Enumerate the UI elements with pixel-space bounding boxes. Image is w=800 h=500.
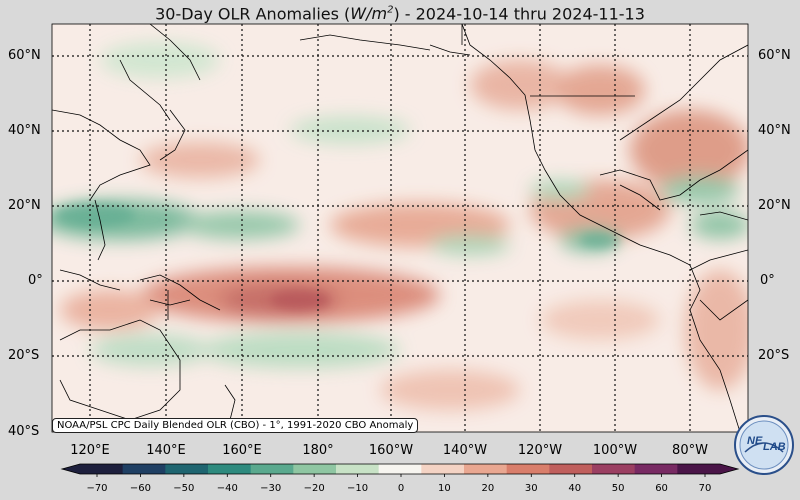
lat-label-20n-left: 20°N bbox=[8, 198, 41, 213]
colorbar-tick-label: 20 bbox=[481, 483, 495, 494]
lat-label-40n-right: 40°N bbox=[758, 123, 791, 138]
lat-label-20s-right: 20°S bbox=[758, 348, 790, 363]
lat-label-20s-left: 20°S bbox=[8, 348, 40, 363]
colorbar-segment bbox=[592, 464, 636, 474]
title-suffix: ) - 2024-10-14 thru 2024-11-13 bbox=[393, 4, 645, 24]
lat-label-20n-right: 20°N bbox=[758, 198, 791, 213]
lon-label-180: 180° bbox=[302, 443, 334, 458]
lon-label-160w: 160°W bbox=[368, 443, 414, 458]
colorbar-segment bbox=[677, 464, 721, 474]
colorbar-segment bbox=[506, 464, 550, 474]
colorbar-segment bbox=[250, 464, 294, 474]
colorbar-tick-label: −10 bbox=[347, 483, 369, 494]
lat-label-40s-left: 40°S bbox=[8, 424, 40, 439]
noaa-lab-logo: NE LAB bbox=[734, 415, 794, 475]
colorbar-tick-label: −40 bbox=[216, 483, 238, 494]
lat-label-60n-left: 60°N bbox=[8, 48, 41, 63]
anomaly-field bbox=[52, 24, 748, 432]
colorbar-segment bbox=[165, 464, 209, 474]
lat-label-eq-right: 0° bbox=[760, 273, 775, 288]
title-prefix: 30-Day OLR Anomalies ( bbox=[155, 4, 351, 24]
lon-label-160e: 160°E bbox=[222, 443, 262, 458]
title-unit: W/m2 bbox=[350, 4, 394, 24]
lon-label-100w: 100°W bbox=[592, 443, 638, 458]
colorbar-segment bbox=[336, 464, 380, 474]
colorbar-segment bbox=[549, 464, 593, 474]
colorbar-segment bbox=[634, 464, 678, 474]
colorbar-segment bbox=[378, 464, 422, 474]
colorbar-outline bbox=[60, 463, 740, 475]
colorbar-tick-label: −20 bbox=[303, 483, 325, 494]
colorbar-tick-label: 30 bbox=[524, 483, 538, 494]
colorbar-segment bbox=[122, 464, 166, 474]
colorbar-tick-label: −70 bbox=[86, 483, 108, 494]
colorbar-tick-label: −50 bbox=[173, 483, 195, 494]
colorbar-tick-label: 10 bbox=[438, 483, 451, 494]
colorbar-segment bbox=[293, 464, 337, 474]
colorbar-segment bbox=[464, 464, 508, 474]
colorbar-tick-label: 40 bbox=[568, 483, 582, 494]
source-note: NOAA/PSL CPC Daily Blended OLR (CBO) - 1… bbox=[52, 418, 419, 433]
colorbar-tick-label: 70 bbox=[698, 483, 712, 494]
lon-label-80w: 80°W bbox=[672, 443, 708, 458]
map-title: 30-Day OLR Anomalies (W/m2) - 2024-10-14… bbox=[0, 0, 800, 24]
colorbar-tick-label: 60 bbox=[655, 483, 668, 494]
lon-label-120e: 120°E bbox=[70, 443, 110, 458]
colorbar-tick-label: 0 bbox=[397, 483, 405, 494]
lon-label-120w: 120°W bbox=[517, 443, 563, 458]
colorbar-tick-label: −30 bbox=[260, 483, 282, 494]
logo-text-a: NE bbox=[747, 435, 763, 447]
lon-label-140w: 140°W bbox=[442, 443, 488, 458]
colorbar bbox=[60, 463, 740, 477]
lat-label-eq-left: 0° bbox=[28, 273, 43, 288]
colorbar-segment bbox=[80, 464, 124, 474]
colorbar-segment bbox=[421, 464, 465, 474]
colorbar-right-arrow bbox=[720, 464, 738, 474]
lat-label-40n-left: 40°N bbox=[8, 123, 41, 138]
coastlines bbox=[52, 24, 748, 432]
lon-label-140e: 140°E bbox=[146, 443, 186, 458]
lat-label-60n-right: 60°N bbox=[758, 48, 791, 63]
colorbar-segment bbox=[208, 464, 252, 474]
logo-text-b: LAB bbox=[763, 441, 786, 453]
graticule bbox=[52, 24, 748, 432]
colorbar-left-arrow bbox=[62, 464, 80, 474]
colorbar-tick-label: −60 bbox=[129, 483, 151, 494]
colorbar-tick-label: 50 bbox=[611, 483, 625, 494]
